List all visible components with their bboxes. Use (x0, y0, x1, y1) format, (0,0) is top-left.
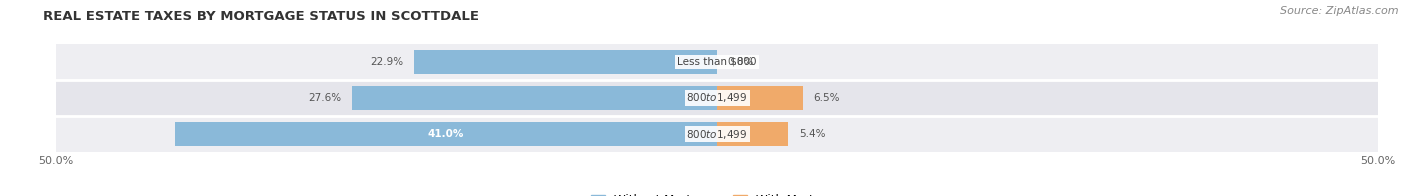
Bar (56, 44, 1378, 80)
Text: $800 to $1,499: $800 to $1,499 (686, 128, 748, 141)
Bar (176, 122, 717, 146)
Text: Source: ZipAtlas.com: Source: ZipAtlas.com (1281, 6, 1399, 16)
Bar (353, 86, 717, 110)
Bar (56, 80, 1378, 116)
Bar (717, 122, 789, 146)
Text: 0.0%: 0.0% (728, 57, 754, 67)
Text: REAL ESTATE TAXES BY MORTGAGE STATUS IN SCOTTDALE: REAL ESTATE TAXES BY MORTGAGE STATUS IN … (44, 10, 479, 23)
Text: 6.5%: 6.5% (814, 93, 839, 103)
Bar (415, 50, 717, 74)
Text: 41.0%: 41.0% (427, 129, 464, 139)
Text: $800 to $1,499: $800 to $1,499 (686, 92, 748, 104)
Text: Less than $800: Less than $800 (678, 57, 756, 67)
Legend: Without Mortgage, With Mortgage: Without Mortgage, With Mortgage (591, 194, 844, 196)
Bar (56, 116, 1378, 152)
Text: 27.6%: 27.6% (308, 93, 342, 103)
Bar (717, 86, 803, 110)
Text: 5.4%: 5.4% (799, 129, 825, 139)
Text: 22.9%: 22.9% (371, 57, 404, 67)
